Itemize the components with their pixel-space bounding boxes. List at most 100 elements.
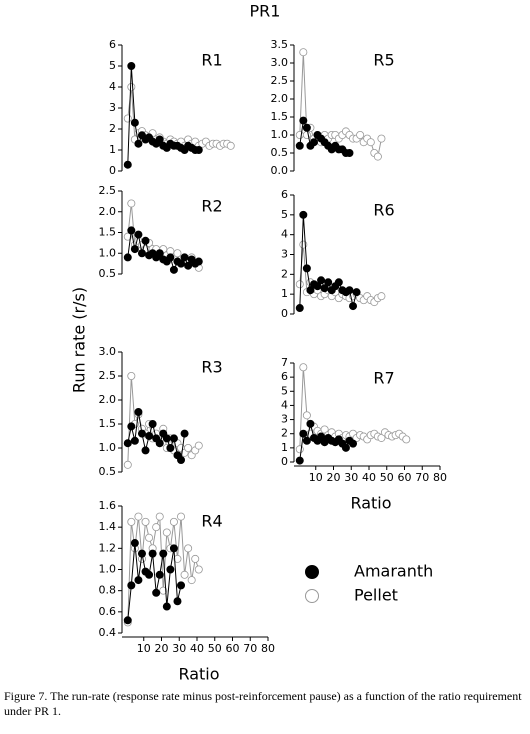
y-tick-label: 0 bbox=[281, 455, 288, 468]
y-tick-label: 1.0 bbox=[271, 128, 289, 141]
data-point bbox=[177, 512, 186, 521]
panel-label: R3 bbox=[201, 358, 222, 377]
panel-label: R4 bbox=[201, 512, 222, 531]
data-point bbox=[317, 276, 326, 285]
data-point bbox=[152, 588, 161, 597]
data-point bbox=[127, 62, 136, 71]
data-point bbox=[145, 570, 154, 579]
data-point bbox=[141, 517, 150, 526]
panel-label: R2 bbox=[201, 197, 222, 216]
data-point bbox=[152, 523, 161, 532]
legend-marker bbox=[305, 589, 319, 603]
data-point bbox=[155, 135, 164, 144]
panel-label: R5 bbox=[373, 51, 394, 70]
data-point bbox=[127, 517, 136, 526]
data-point bbox=[302, 123, 311, 132]
data-point bbox=[226, 141, 235, 150]
y-tick-label: 1.0 bbox=[99, 441, 117, 454]
data-point bbox=[134, 139, 143, 148]
data-point bbox=[169, 265, 178, 274]
data-point bbox=[299, 48, 308, 57]
y-tick-label: 2 bbox=[109, 122, 116, 135]
x-tick-label: 20 bbox=[155, 642, 169, 655]
data-point bbox=[366, 138, 375, 147]
data-point bbox=[352, 288, 361, 297]
data-point bbox=[137, 249, 146, 258]
y-tick-label: 1.0 bbox=[99, 563, 117, 576]
data-point bbox=[141, 236, 150, 245]
data-point bbox=[145, 533, 154, 542]
data-point bbox=[155, 439, 164, 448]
y-tick-label: 2.5 bbox=[99, 369, 117, 382]
data-point bbox=[402, 435, 411, 444]
data-point bbox=[127, 371, 136, 380]
data-point bbox=[169, 434, 178, 443]
data-point bbox=[295, 304, 304, 313]
x-axis-label: Ratio bbox=[350, 494, 391, 513]
data-point bbox=[302, 411, 311, 420]
legend-label: Pellet bbox=[354, 586, 398, 605]
data-point bbox=[148, 419, 157, 428]
data-point bbox=[194, 565, 203, 574]
panel-label: R1 bbox=[201, 51, 222, 70]
data-point bbox=[373, 152, 382, 161]
data-point bbox=[349, 439, 358, 448]
data-point bbox=[123, 460, 132, 469]
data-point bbox=[299, 429, 308, 438]
data-point bbox=[137, 429, 146, 438]
y-tick-label: 5 bbox=[109, 59, 116, 72]
data-point bbox=[134, 230, 143, 239]
data-point bbox=[173, 249, 182, 258]
data-point bbox=[159, 586, 168, 595]
data-point bbox=[130, 245, 139, 254]
data-point bbox=[302, 436, 311, 445]
y-tick-label: 5 bbox=[281, 208, 288, 221]
panel-label: R6 bbox=[373, 201, 394, 220]
data-point bbox=[130, 118, 139, 127]
y-tick-label: 2.0 bbox=[99, 205, 117, 218]
data-point bbox=[180, 429, 189, 438]
data-point bbox=[320, 425, 329, 434]
x-tick-label: 20 bbox=[327, 471, 341, 484]
data-point bbox=[187, 576, 196, 585]
data-point bbox=[127, 83, 136, 92]
data-point bbox=[162, 602, 171, 611]
series-line bbox=[127, 542, 182, 621]
data-point bbox=[341, 443, 350, 452]
x-tick-label: 40 bbox=[190, 642, 204, 655]
data-point bbox=[309, 138, 318, 147]
y-tick-label: 4 bbox=[281, 398, 288, 411]
y-tick-label: 2.5 bbox=[99, 184, 117, 197]
data-point bbox=[177, 259, 186, 268]
data-point bbox=[127, 199, 136, 208]
x-tick-label: 80 bbox=[261, 642, 275, 655]
data-point bbox=[302, 264, 311, 273]
data-point bbox=[194, 441, 203, 450]
data-point bbox=[356, 130, 365, 139]
x-tick-label: 10 bbox=[137, 642, 151, 655]
x-tick-label: 50 bbox=[380, 471, 394, 484]
data-point bbox=[313, 282, 322, 291]
data-point bbox=[194, 145, 203, 154]
y-tick-label: 3 bbox=[281, 248, 288, 261]
data-point bbox=[349, 302, 358, 311]
x-tick-label: 70 bbox=[243, 642, 257, 655]
data-point bbox=[166, 565, 175, 574]
y-tick-label: 0.5 bbox=[271, 146, 289, 159]
data-point bbox=[324, 278, 333, 287]
y-tick-label: 1 bbox=[109, 143, 116, 156]
data-point bbox=[145, 431, 154, 440]
x-tick-label: 70 bbox=[415, 471, 429, 484]
data-point bbox=[173, 597, 182, 606]
y-tick-label: 1.2 bbox=[99, 541, 117, 554]
data-point bbox=[162, 434, 171, 443]
data-point bbox=[127, 422, 136, 431]
data-point bbox=[166, 253, 175, 262]
data-point bbox=[194, 257, 203, 266]
data-point bbox=[123, 439, 132, 448]
y-axis-label: Run rate (r/s) bbox=[70, 287, 89, 393]
y-tick-label: 0.6 bbox=[99, 605, 117, 618]
data-point bbox=[184, 544, 193, 553]
data-point bbox=[166, 443, 175, 452]
data-point bbox=[295, 456, 304, 465]
